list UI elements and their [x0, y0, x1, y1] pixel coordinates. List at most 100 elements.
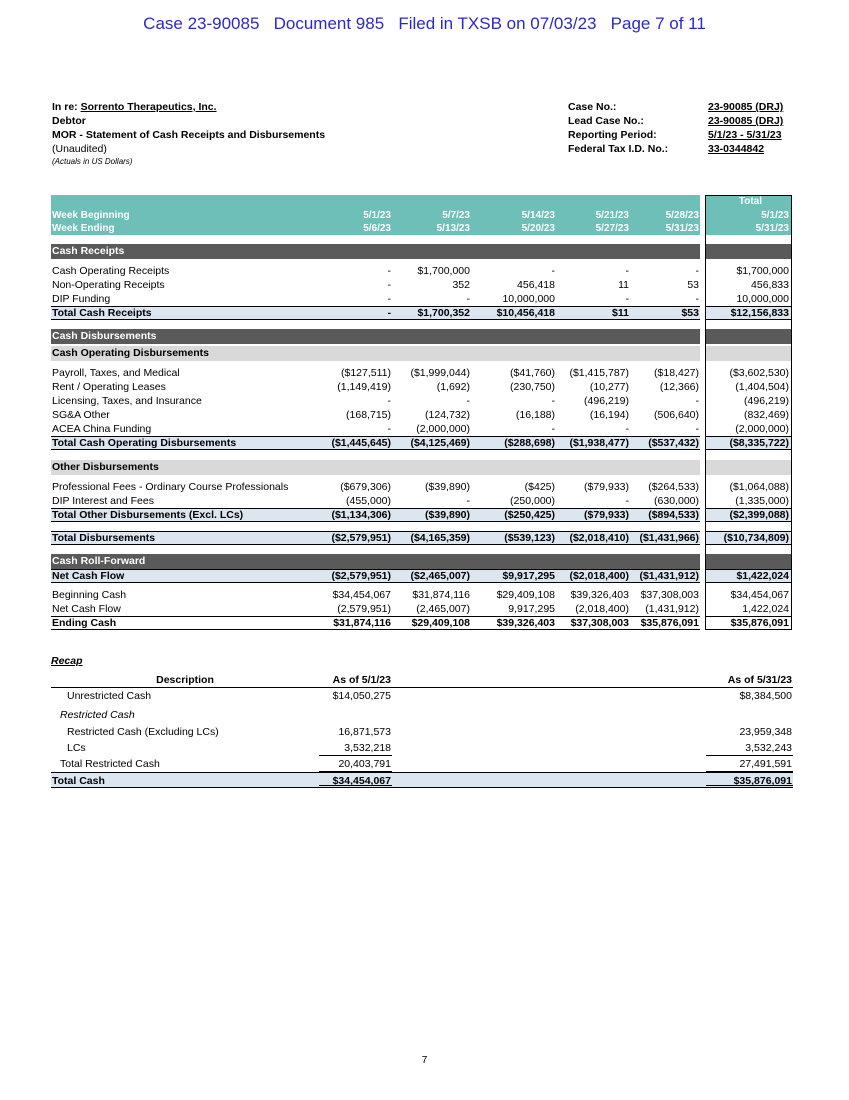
- row-label: SG&A Other: [52, 409, 110, 421]
- amount: 456,418: [517, 279, 555, 291]
- row-label: Cash Roll-Forward: [51, 554, 319, 569]
- recap-header-row: Description As of 5/1/23 As of 5/31/23: [51, 673, 793, 688]
- blank-cell: [392, 772, 706, 788]
- row-label: Non-Operating Receipts: [52, 279, 165, 291]
- blank-cell: [319, 346, 392, 361]
- amount: $37,308,003: [556, 616, 630, 630]
- header-cell: 5/21/23: [556, 209, 630, 222]
- amount: (124,732): [425, 409, 470, 421]
- amount: ($127,511): [340, 367, 391, 379]
- header-cell: Week Beginning: [51, 209, 319, 222]
- amount: -: [387, 423, 392, 435]
- amount: (1,692): [436, 381, 470, 393]
- row-label: Ending Cash: [51, 616, 319, 630]
- blank-cell: [319, 460, 392, 475]
- item-row: Licensing, Taxes, and Insurance - - - (496,2…: [51, 394, 793, 408]
- in-re-line: In re: Sorrento Therapeutics, Inc.: [52, 100, 217, 114]
- header-row: Week Ending 5/6/23 5/13/23 5/20/23 5/27/23 5/…: [51, 222, 793, 235]
- amount: $31,874,116: [412, 589, 470, 601]
- recap-row: Restricted Cash (Excluding LCs) 16,871,57…: [51, 724, 793, 740]
- in-re-label: In re:: [52, 101, 78, 113]
- row-label: Professional Fees - Ordinary Course Prof…: [52, 481, 289, 493]
- field-label: Lead Case No.:: [568, 115, 644, 127]
- subsection-row: Cash Operating Disbursements: [51, 346, 793, 361]
- recap-row: Total Restricted Cash 20,403,791 27,491,59…: [51, 756, 793, 772]
- blank-cell: [471, 554, 556, 569]
- debtor-label: Debtor: [52, 115, 86, 127]
- amount: ($79,933): [584, 481, 629, 493]
- total-amount: (1,335,000): [735, 495, 789, 507]
- total-amount: ($3,602,530): [729, 367, 789, 379]
- amount: (455,000): [346, 495, 391, 507]
- total-amount: ($8,335,722): [705, 436, 792, 450]
- amount: 9,917,295: [508, 603, 555, 615]
- amount: $29,409,108: [496, 589, 555, 601]
- blank-cell: [392, 756, 706, 772]
- header-cell: 5/6/23: [319, 222, 392, 235]
- header-cell: 5/1/23: [319, 209, 392, 222]
- amount: -: [695, 265, 700, 277]
- blank-cell: [319, 329, 392, 344]
- amount: -: [625, 293, 630, 305]
- blank-cell: [705, 346, 792, 361]
- recap-label: Restricted Cash (Excluding LCs): [67, 726, 219, 738]
- amount: $11: [556, 306, 630, 320]
- amount: 10,000,000: [502, 293, 555, 305]
- total-amount: 10,000,000: [736, 293, 789, 305]
- item-row: Cash Operating Receipts - $1,700,000 - - - $1,…: [51, 264, 793, 278]
- amount: $35,876,091: [630, 616, 700, 630]
- amount: -: [695, 395, 700, 407]
- amount: $31,874,116: [319, 616, 392, 630]
- item-row: DIP Funding - - 10,000,000 - - 10,000,000: [51, 292, 793, 306]
- amount: ($1,938,477): [556, 436, 630, 450]
- item-row: Beginning Cash $34,454,067 $31,874,116 $29,…: [51, 588, 793, 602]
- amount: -: [319, 306, 392, 320]
- blank-cell: [556, 244, 630, 259]
- blank-cell: [556, 329, 630, 344]
- recap-title: Recap: [51, 655, 83, 667]
- blank-cell: [630, 346, 700, 361]
- amount: ($41,760): [510, 367, 555, 379]
- amount: -: [625, 495, 630, 507]
- blank-cell: [392, 346, 471, 361]
- total-amount: $12,156,833: [705, 306, 792, 320]
- amount: (10,277): [589, 381, 629, 393]
- amount: ($2,465,007): [392, 569, 471, 583]
- amount: ($539,123): [471, 531, 556, 545]
- filing-stamp: Case 23-90085 Document 985 Filed in TXSB…: [143, 14, 706, 33]
- row-label: Net Cash Flow: [51, 569, 319, 583]
- amount: ($1,415,787): [569, 367, 629, 379]
- amount: (2,465,007): [416, 603, 470, 615]
- total-amount: $35,876,091: [705, 616, 792, 630]
- recap-label: Total Restricted Cash: [60, 758, 160, 770]
- amount: (2,579,951): [337, 603, 391, 615]
- amount: -: [466, 495, 471, 507]
- recap-label: Unrestricted Cash: [67, 690, 152, 702]
- recap-amount: 3,532,243: [706, 740, 793, 756]
- amount: ($1,431,966): [630, 531, 700, 545]
- amount: $1,700,352: [392, 306, 471, 320]
- amount: ($894,533): [630, 508, 700, 522]
- currency-note: (Actuals in US Dollars): [52, 157, 133, 166]
- blank-cell: [392, 460, 471, 475]
- amount: ($4,125,469): [392, 436, 471, 450]
- amount: ($1,445,645): [319, 436, 392, 450]
- recap-row: Restricted Cash: [51, 704, 793, 724]
- section-row: Cash Roll-Forward: [51, 554, 793, 569]
- amount: ($250,425): [471, 508, 556, 522]
- debtor-name: Sorrento Therapeutics, Inc.: [80, 101, 217, 113]
- recap-amount: $35,876,091: [706, 772, 793, 788]
- header-row: Total: [51, 195, 793, 209]
- item-row: ACEA China Funding - (2,000,000) - - - (2,000,…: [51, 422, 793, 436]
- subsection-row: Other Disbursements: [51, 460, 793, 475]
- recap-label: Total Cash: [51, 772, 319, 788]
- field-label: Reporting Period:: [568, 129, 657, 141]
- section-row: Cash Disbursements: [51, 329, 793, 344]
- field-label: Case No.:: [568, 101, 617, 113]
- header-cell: 5/7/23: [392, 209, 471, 222]
- blank-cell: [705, 244, 792, 259]
- amount: ($264,533): [648, 481, 699, 493]
- blank-cell: [630, 329, 700, 344]
- blank-cell: [319, 554, 392, 569]
